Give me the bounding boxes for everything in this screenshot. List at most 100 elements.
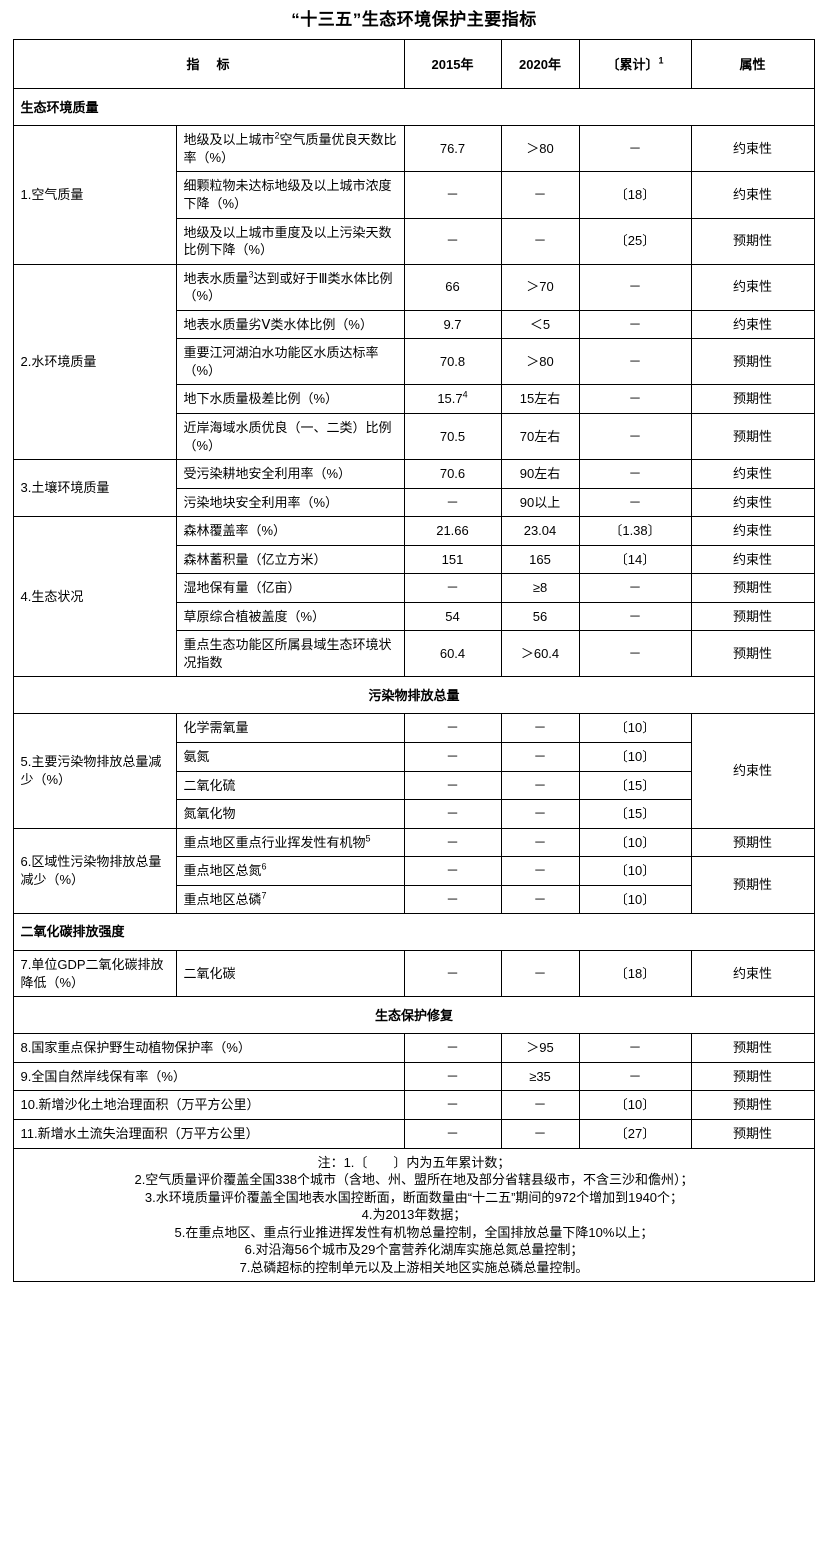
attribute-cell: 预期性: [690, 1033, 815, 1063]
value-2015: －: [403, 1090, 502, 1120]
value-cumulative: 〔1.38〕: [578, 516, 692, 546]
value-2020: －: [500, 770, 580, 801]
value-2020: ＞95: [500, 1033, 580, 1063]
section-header-row: 二氧化碳排放强度: [13, 913, 815, 952]
table-row: 9.全国自然岸线保有率（%）－ ≥35 －预期性: [13, 1061, 815, 1092]
table-row: 2.水环境质量 地表水质量3达到或好于Ⅲ类水体比例（%） 66 ＞70 －约束性: [13, 263, 815, 461]
category-cell: 4.生态状况: [13, 516, 178, 678]
value-2015: 54: [403, 601, 502, 632]
indicator-cell: 地表水质量3达到或好于Ⅲ类水体比例（%）: [176, 263, 405, 311]
value-cumulative: 〔10〕: [578, 713, 692, 743]
table-row: 地级及以上城市重度及以上污染天数比例下降（%）－－〔25〕 预期性: [14, 217, 815, 265]
footnote-line: 4.为2013年数据；: [361, 1207, 467, 1223]
value-2015: －: [403, 487, 502, 518]
indicator-cell: 重点地区总氮6: [176, 856, 405, 886]
value-2020: ≥8: [500, 573, 580, 603]
value-2020: －: [500, 741, 580, 772]
value-2020: －: [500, 799, 580, 829]
table-row: 氮氧化物－－〔15〕: [14, 799, 814, 829]
footnote-marker: 4: [462, 390, 468, 401]
indicator-cell: 8.国家重点保护野生动植物保护率（%）: [13, 1033, 405, 1063]
section-header-row: 生态保护修复: [13, 996, 815, 1035]
category-cell: 3.土壤环境质量: [13, 459, 178, 518]
value-2020: ＜5: [500, 309, 580, 340]
value-2015: －: [403, 827, 502, 858]
value-2015: －: [403, 884, 502, 915]
document-page: “十三五”生态环境保护主要指标 指 标 2015年 2020年 〔累计〕1 属性 生态环境…: [13, 10, 815, 1283]
value-2020: －: [500, 827, 580, 858]
value-cumulative: －: [578, 459, 692, 489]
value-2020: －: [500, 856, 580, 886]
section-header: 二氧化碳排放强度: [13, 913, 815, 952]
value-2015: －: [403, 770, 502, 801]
value-2020: ≥35: [500, 1061, 580, 1092]
value-cumulative: 〔18〕: [578, 171, 692, 219]
value-2020: －: [500, 713, 580, 743]
footnote-line: 6.对沿海56个城市及29个富营养化湖库实施总氮总量控制；: [244, 1242, 584, 1258]
indicator-cell: 细颗粒物未达标地级及以上城市浓度下降（%）: [176, 171, 405, 219]
value-cumulative: －: [578, 263, 692, 311]
attribute-cell: 预期性: [690, 412, 815, 461]
value-2015: －: [403, 1118, 502, 1149]
value-cumulative: 〔10〕: [578, 1090, 692, 1120]
footnote-line: 2.空气质量评价覆盖全国338个城市（含地、州、盟所在地及部分省辖县级市，不含三…: [134, 1172, 694, 1188]
indicator-cell: 二氧化碳: [176, 950, 405, 998]
indicator-cell: 污染地块安全利用率（%）: [176, 487, 405, 518]
value-cumulative: －: [578, 573, 692, 603]
attribute-cell: 预期性: [690, 573, 815, 603]
value-cumulative: －: [578, 630, 692, 678]
value-cumulative: －: [578, 412, 692, 461]
value-2020: －: [500, 1118, 580, 1149]
table-row: 二氧化硫－－〔15〕: [14, 770, 814, 801]
footnotes: 注：1.〔 〕内为五年累计数； 2.空气质量评价覆盖全国338个城市（含地、州、盟…: [13, 1147, 815, 1283]
category-cell: 6.区域性污染物排放总量减少（%）: [13, 827, 178, 915]
value-cumulative: －: [578, 1061, 692, 1092]
attribute-cell: 约束性: [690, 309, 815, 340]
value-cumulative: －: [578, 309, 692, 340]
indicator-cell: 地下水质量极差比例（%）: [176, 384, 405, 414]
table-row: 10.新增沙化土地治理面积（万平方公里）－－〔10〕 预期性: [13, 1090, 815, 1120]
table-row: 6.区域性污染物排放总量减少（%） 重点地区重点行业挥发性有机物5 －－〔10〕 预期…: [13, 827, 815, 915]
footnote-marker: 5: [365, 833, 371, 844]
attribute-cell: 约束性: [690, 263, 815, 311]
value-2015: 15.74: [403, 384, 502, 414]
table-row: 5.主要污染物排放总量减少（%） 化学需氧量－－〔10〕 约束性: [13, 713, 815, 829]
attribute-cell: 约束性: [690, 487, 815, 518]
footnote-marker: 6: [261, 861, 267, 872]
table-row: 森林蓄积量（亿立方米） 151 165 〔14〕 约束性: [14, 544, 815, 575]
table-row: 3.土壤环境质量 受污染耕地安全利用率（%） 70.6 90左右－约束性: [13, 459, 815, 518]
value-cumulative: －: [578, 601, 692, 632]
value-2015: 66: [403, 263, 502, 311]
section-header: 污染物排放总量: [13, 676, 815, 715]
table-row: 近岸海域水质优良（一、二类）比例（%） 70.5 70左右－预期性: [14, 412, 815, 461]
indicators-table: 指 标 2015年 2020年 〔累计〕1 属性 生态环境质量 1.空气质量 地级及以上城市2…: [13, 39, 815, 1283]
value-2020: －: [500, 950, 580, 998]
value-2020: 90以上: [500, 487, 580, 518]
value-2020: ＞80: [500, 125, 580, 173]
value-2015: 60.4: [403, 630, 502, 678]
indicator-cell: 重点地区总磷7: [176, 884, 405, 915]
value-2015: －: [403, 741, 502, 772]
table-row: 8.国家重点保护野生动植物保护率（%）－＞95 －预期性: [13, 1033, 815, 1063]
value-cumulative: －: [578, 384, 692, 414]
attribute-cell: 预期性: [690, 827, 815, 858]
value-2015: －: [403, 713, 502, 743]
category-cell: 7.单位GDP二氧化碳排放降低（%）: [13, 950, 178, 998]
value-2020: ＞60.4: [500, 630, 580, 678]
attribute-cell: 预期性: [690, 856, 815, 915]
value-cumulative: 〔15〕: [578, 799, 692, 829]
value-cumulative: －: [578, 125, 692, 173]
table-row: 4.生态状况 森林覆盖率（%） 21.66 23.04 〔1.38〕 约束性: [13, 516, 815, 678]
footnote-line: 5.在重点地区、重点行业推进挥发性有机物总量控制，全国排放总量下降10%以上；: [174, 1224, 654, 1240]
value-2020: 70左右: [500, 412, 580, 461]
value-2020: －: [500, 884, 580, 915]
attribute-cell: 约束性: [690, 459, 815, 489]
attribute-cell: 预期性: [690, 1118, 815, 1149]
table-body: 指 标 2015年 2020年 〔累计〕1 属性 生态环境质量 1.空气质量 地级及以上城市2…: [13, 39, 815, 1283]
attribute-cell: 约束性: [690, 516, 815, 546]
value-cumulative: 〔27〕: [578, 1118, 692, 1149]
column-header-2015: 2015年: [403, 39, 502, 90]
section-header: 生态环境质量: [13, 88, 815, 127]
category-cell: 1.空气质量: [13, 125, 178, 265]
indicator-cell: 地级及以上城市2空气质量优良天数比率（%）: [176, 125, 405, 173]
